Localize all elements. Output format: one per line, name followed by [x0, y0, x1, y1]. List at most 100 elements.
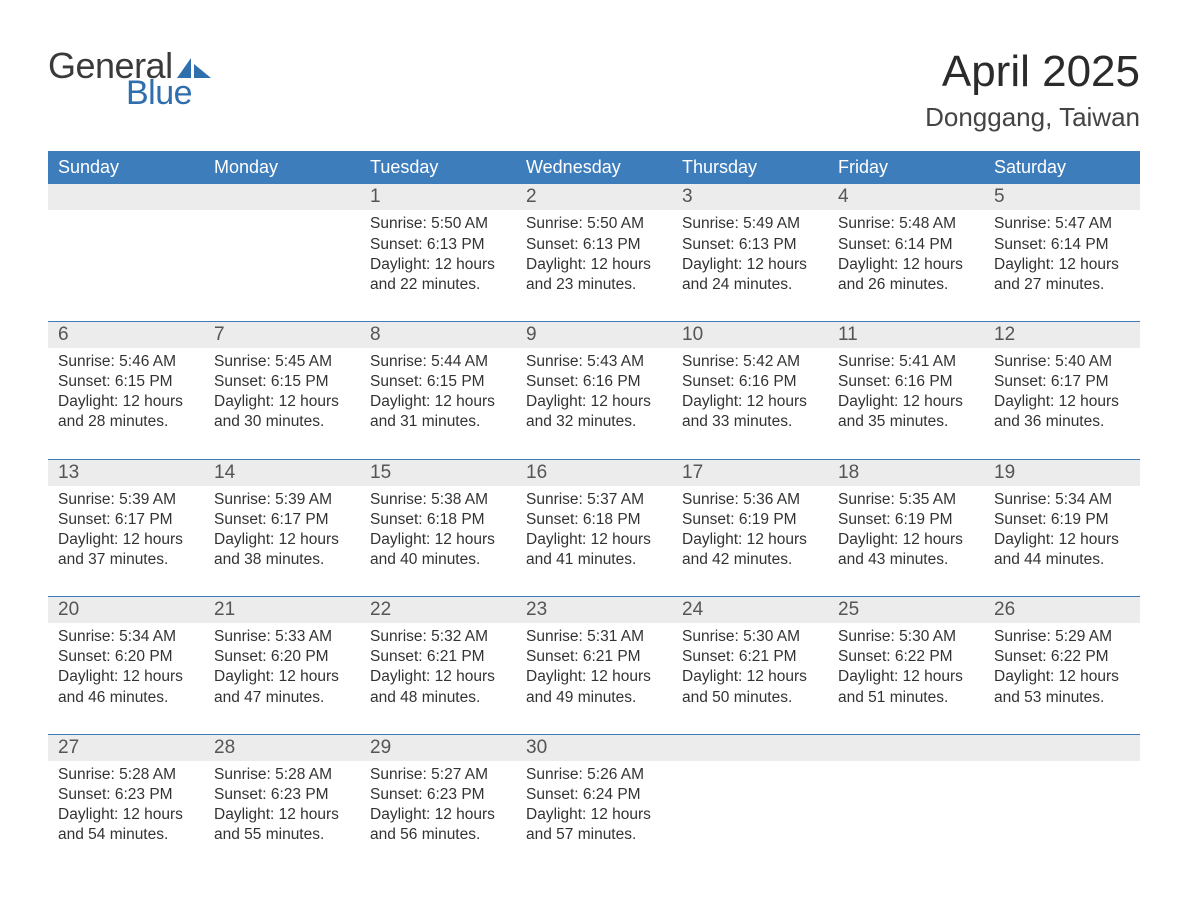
day-body: Sunrise: 5:48 AMSunset: 6:14 PMDaylight:… — [828, 210, 984, 321]
month-title: April 2025 — [925, 48, 1140, 96]
day-number: 16 — [516, 460, 672, 486]
week-row: 1Sunrise: 5:50 AMSunset: 6:13 PMDaylight… — [48, 184, 1140, 321]
day-number: 11 — [828, 322, 984, 348]
sunrise-line: Sunrise: 5:34 AM — [994, 490, 1130, 510]
sunset-line: Sunset: 6:15 PM — [214, 372, 350, 392]
week-row: 13Sunrise: 5:39 AMSunset: 6:17 PMDayligh… — [48, 459, 1140, 597]
day-number: 10 — [672, 322, 828, 348]
day-number: 5 — [984, 184, 1140, 210]
sunset-line: Sunset: 6:19 PM — [994, 510, 1130, 530]
day-number: 19 — [984, 460, 1140, 486]
day-number: 26 — [984, 597, 1140, 623]
day-cell: 22Sunrise: 5:32 AMSunset: 6:21 PMDayligh… — [360, 597, 516, 735]
day-number: 1 — [360, 184, 516, 210]
day-cell — [828, 734, 984, 871]
daylight-line: Daylight: 12 hours and 49 minutes. — [526, 667, 662, 707]
sunset-line: Sunset: 6:17 PM — [994, 372, 1130, 392]
sunrise-line: Sunrise: 5:31 AM — [526, 627, 662, 647]
sunrise-line: Sunrise: 5:28 AM — [214, 765, 350, 785]
daylight-line: Daylight: 12 hours and 43 minutes. — [838, 530, 974, 570]
day-cell: 10 Sunrise: 5:42 AMSunset: 6:16 PMDayligh… — [672, 321, 828, 459]
day-cell: 27Sunrise: 5:28 AMSunset: 6:23 PMDayligh… — [48, 734, 204, 871]
day-number — [204, 184, 360, 210]
daylight-line: Daylight: 12 hours and 30 minutes. — [214, 392, 350, 432]
sunset-line: Sunset: 6:16 PM — [526, 372, 662, 392]
daylight-line: Daylight: 12 hours and 33 minutes. — [682, 392, 818, 432]
sunrise-line: Sunrise: 5:42 AM — [682, 352, 818, 372]
sunset-line: Sunset: 6:21 PM — [682, 647, 818, 667]
day-cell: 30Sunrise: 5:26 AMSunset: 6:24 PMDayligh… — [516, 734, 672, 871]
day-cell: 24Sunrise: 5:30 AMSunset: 6:21 PMDayligh… — [672, 597, 828, 735]
sunset-line: Sunset: 6:23 PM — [370, 785, 506, 805]
sunset-line: Sunset: 6:14 PM — [838, 235, 974, 255]
sunset-line: Sunset: 6:13 PM — [526, 235, 662, 255]
day-cell: 7Sunrise: 5:45 AMSunset: 6:15 PMDaylight… — [204, 321, 360, 459]
day-number — [984, 735, 1140, 761]
daylight-line: Daylight: 12 hours and 54 minutes. — [58, 805, 194, 845]
day-body: Sunrise: 5:39 AMSunset: 6:17 PMDaylight:… — [48, 486, 204, 597]
day-cell: 29 Sunrise: 5:27 AMSunset: 6:23 PMDayligh… — [360, 734, 516, 871]
day-cell: 14Sunrise: 5:39 AMSunset: 6:17 PMDayligh… — [204, 459, 360, 597]
day-cell: 19Sunrise: 5:34 AMSunset: 6:19 PMDayligh… — [984, 459, 1140, 597]
day-cell: 18Sunrise: 5:35 AMSunset: 6:19 PMDayligh… — [828, 459, 984, 597]
day-number: 14 — [204, 460, 360, 486]
header-row: General Blue April 2025 Donggang, Taiwan — [48, 48, 1140, 133]
day-body: Sunrise: 5:34 AMSunset: 6:20 PMDaylight:… — [48, 623, 204, 734]
day-cell: 21Sunrise: 5:33 AMSunset: 6:20 PMDayligh… — [204, 597, 360, 735]
weekday-header: Tuesday — [360, 151, 516, 184]
day-number: 29 — [360, 735, 516, 761]
day-body: Sunrise: 5:28 AMSunset: 6:23 PMDaylight:… — [48, 761, 204, 872]
title-block: April 2025 Donggang, Taiwan — [925, 48, 1140, 133]
day-number: 27 — [48, 735, 204, 761]
day-body: Sunrise: 5:28 AMSunset: 6:23 PMDaylight:… — [204, 761, 360, 872]
day-cell: 28Sunrise: 5:28 AMSunset: 6:23 PMDayligh… — [204, 734, 360, 871]
sunset-line: Sunset: 6:13 PM — [370, 235, 506, 255]
sunrise-line: Sunrise: 5:47 AM — [994, 214, 1130, 234]
day-number: 13 — [48, 460, 204, 486]
day-body: Sunrise: 5:45 AMSunset: 6:15 PMDaylight:… — [204, 348, 360, 459]
day-number: 8 — [360, 322, 516, 348]
sunrise-line: Sunrise: 5:39 AM — [58, 490, 194, 510]
day-number: 12 — [984, 322, 1140, 348]
sunrise-line: Sunrise: 5:33 AM — [214, 627, 350, 647]
sunset-line: Sunset: 6:18 PM — [526, 510, 662, 530]
sunrise-line: Sunrise: 5:35 AM — [838, 490, 974, 510]
day-number: 17 — [672, 460, 828, 486]
day-number: 2 — [516, 184, 672, 210]
day-number — [48, 184, 204, 210]
day-body: Sunrise: 5:50 AMSunset: 6:13 PMDaylight:… — [516, 210, 672, 321]
day-body: Sunrise: 5:49 AMSunset: 6:13 PMDaylight:… — [672, 210, 828, 321]
daylight-line: Daylight: 12 hours and 55 minutes. — [214, 805, 350, 845]
day-number: 6 — [48, 322, 204, 348]
daylight-line: Daylight: 12 hours and 47 minutes. — [214, 667, 350, 707]
daylight-line: Daylight: 12 hours and 46 minutes. — [58, 667, 194, 707]
day-body: Sunrise: 5:44 AMSunset: 6:15 PMDaylight:… — [360, 348, 516, 459]
sunset-line: Sunset: 6:20 PM — [214, 647, 350, 667]
day-number: 30 — [516, 735, 672, 761]
day-body: Sunrise: 5:34 AMSunset: 6:19 PMDaylight:… — [984, 486, 1140, 597]
daylight-line: Daylight: 12 hours and 41 minutes. — [526, 530, 662, 570]
day-cell: 5Sunrise: 5:47 AMSunset: 6:14 PMDaylight… — [984, 184, 1140, 321]
sunset-line: Sunset: 6:19 PM — [682, 510, 818, 530]
day-number: 20 — [48, 597, 204, 623]
day-cell — [984, 734, 1140, 871]
day-body: Sunrise: 5:46 AMSunset: 6:15 PMDaylight:… — [48, 348, 204, 459]
sunrise-line: Sunrise: 5:27 AM — [370, 765, 506, 785]
daylight-line: Daylight: 12 hours and 50 minutes. — [682, 667, 818, 707]
day-body: Sunrise: 5:36 AMSunset: 6:19 PMDaylight:… — [672, 486, 828, 597]
day-cell: 20Sunrise: 5:34 AMSunset: 6:20 PMDayligh… — [48, 597, 204, 735]
daylight-line: Daylight: 12 hours and 48 minutes. — [370, 667, 506, 707]
sunrise-line: Sunrise: 5:50 AM — [526, 214, 662, 234]
sunrise-line: Sunrise: 5:39 AM — [214, 490, 350, 510]
calendar-table: Sunday Monday Tuesday Wednesday Thursday… — [48, 151, 1140, 871]
sunrise-line: Sunrise: 5:45 AM — [214, 352, 350, 372]
day-body — [672, 761, 828, 861]
daylight-line: Daylight: 12 hours and 56 minutes. — [370, 805, 506, 845]
sunrise-line: Sunrise: 5:29 AM — [994, 627, 1130, 647]
day-number: 22 — [360, 597, 516, 623]
sunrise-line: Sunrise: 5:34 AM — [58, 627, 194, 647]
sunset-line: Sunset: 6:22 PM — [838, 647, 974, 667]
sunset-line: Sunset: 6:16 PM — [682, 372, 818, 392]
day-body — [204, 210, 360, 310]
sunrise-line: Sunrise: 5:46 AM — [58, 352, 194, 372]
